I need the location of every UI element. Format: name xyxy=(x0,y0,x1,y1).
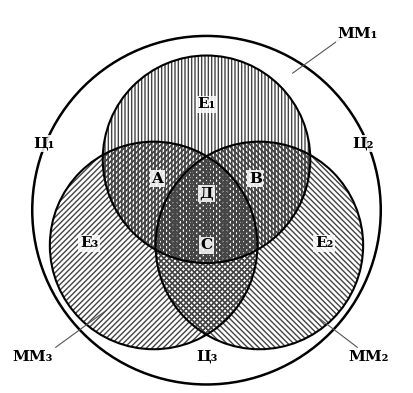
Text: Д: Д xyxy=(200,186,213,200)
Text: MM₂: MM₂ xyxy=(349,350,389,364)
Text: Ц₁: Ц₁ xyxy=(33,137,55,151)
Text: B: B xyxy=(249,172,262,186)
Circle shape xyxy=(156,141,363,349)
Text: Ц₂: Ц₂ xyxy=(352,137,374,151)
Text: E₂: E₂ xyxy=(315,237,333,250)
Text: C: C xyxy=(200,239,213,252)
Circle shape xyxy=(50,141,257,349)
Text: MM₁: MM₁ xyxy=(337,27,377,41)
Text: E₃: E₃ xyxy=(80,237,98,250)
Text: A: A xyxy=(152,172,164,186)
Text: Ц₃: Ц₃ xyxy=(196,349,217,363)
Text: E₁: E₁ xyxy=(197,97,216,112)
Circle shape xyxy=(103,55,310,263)
Text: MM₃: MM₃ xyxy=(12,350,52,364)
